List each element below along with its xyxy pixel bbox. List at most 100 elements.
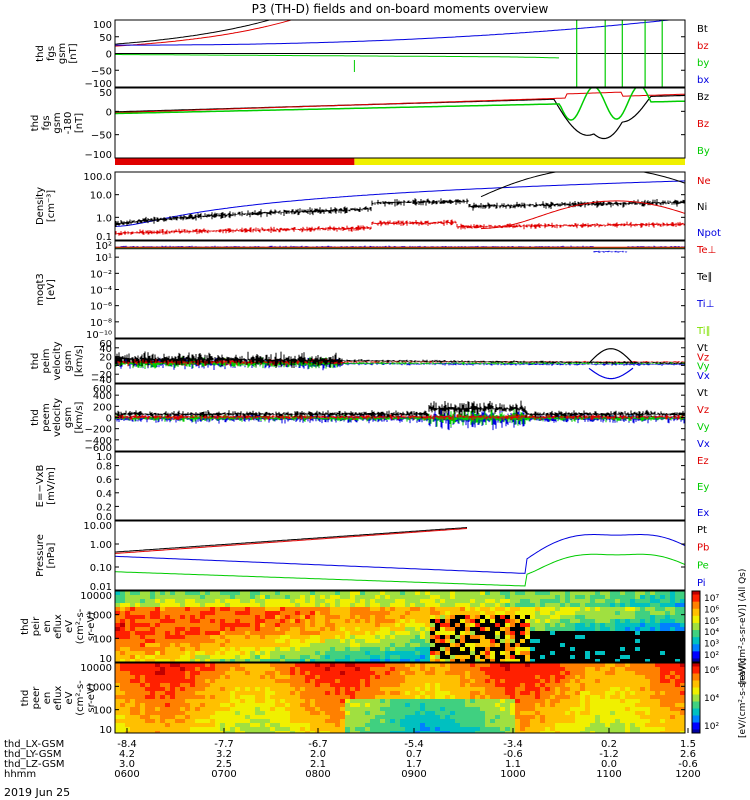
spectro-cell bbox=[575, 643, 581, 648]
spectro-cell bbox=[115, 711, 121, 716]
spectro-cell bbox=[385, 711, 391, 716]
spectro-cell bbox=[250, 731, 256, 733]
spectro-cell bbox=[440, 639, 446, 644]
spectro-cell bbox=[515, 591, 521, 596]
spectro-cell bbox=[180, 615, 186, 620]
colorbar-cell bbox=[692, 626, 700, 629]
spectro-cell bbox=[665, 631, 671, 636]
spectro-cell bbox=[195, 727, 201, 732]
spectro-cell bbox=[225, 603, 231, 608]
spectro-cell bbox=[320, 599, 326, 604]
spectro-cell bbox=[395, 599, 401, 604]
spectro-cell bbox=[290, 647, 296, 652]
spectro-cell bbox=[505, 703, 511, 708]
spectro-cell bbox=[535, 731, 541, 733]
spectro-cell bbox=[350, 643, 356, 648]
spectro-cell bbox=[595, 643, 601, 648]
spectro-cell bbox=[505, 655, 511, 660]
spectro-cell bbox=[545, 603, 551, 608]
spectro-cell bbox=[595, 627, 601, 632]
spectro-cell bbox=[590, 643, 596, 648]
spectro-cell bbox=[330, 631, 336, 636]
x-tick-label: 1200 bbox=[675, 769, 700, 780]
spectro-cell bbox=[530, 711, 536, 716]
spectro-cell bbox=[170, 667, 176, 672]
spectro-cell bbox=[560, 667, 566, 672]
spectro-cell bbox=[155, 631, 161, 636]
spectro-cell bbox=[580, 651, 586, 656]
spectro-cell bbox=[340, 643, 346, 648]
x-tick-label: 1.1 bbox=[505, 759, 521, 770]
spectro-cell bbox=[190, 703, 196, 708]
spectro-cell bbox=[540, 715, 546, 720]
spectro-cell bbox=[580, 639, 586, 644]
spectro-cell bbox=[595, 647, 601, 652]
spectro-cell bbox=[395, 611, 401, 616]
spectro-cell bbox=[260, 611, 266, 616]
spectro-cell bbox=[660, 731, 666, 733]
spectro-cell bbox=[500, 707, 506, 712]
colorbar-cell bbox=[692, 633, 700, 636]
spectro-cell bbox=[360, 627, 366, 632]
spectro-cell bbox=[225, 699, 231, 704]
spectro-cell bbox=[250, 723, 256, 728]
spectro-cell bbox=[495, 639, 501, 644]
spectro-cell bbox=[675, 631, 681, 636]
spectro-cell bbox=[250, 655, 256, 660]
spectro-cell bbox=[660, 699, 666, 704]
legend-ti∥: Ti∥ bbox=[696, 326, 711, 337]
spectro-cell bbox=[260, 655, 266, 660]
spectro-cell bbox=[485, 707, 491, 712]
legend-ne: Ne bbox=[697, 176, 711, 187]
legend-ez: Ez bbox=[697, 456, 709, 467]
spectro-cell bbox=[535, 607, 541, 612]
spectro-cell bbox=[460, 675, 466, 680]
y-tick-label: −400 bbox=[85, 436, 112, 447]
spectro-cell bbox=[665, 639, 671, 644]
spectro-cell bbox=[515, 711, 521, 716]
spectro-cell bbox=[125, 723, 131, 728]
spectro-cell bbox=[495, 615, 501, 620]
spectro-cell bbox=[525, 695, 531, 700]
spectro-cell bbox=[285, 707, 291, 712]
spectro-cell bbox=[450, 639, 456, 644]
spectro-cell bbox=[305, 703, 311, 708]
spectro-cell bbox=[190, 603, 196, 608]
spectro-cell bbox=[320, 667, 326, 672]
spectro-cell bbox=[640, 639, 646, 644]
spectro-cell bbox=[680, 623, 685, 628]
spectro-cell bbox=[335, 655, 341, 660]
spectro-cell bbox=[345, 631, 351, 636]
panel-frame bbox=[114, 87, 686, 159]
spectro-cell bbox=[675, 619, 681, 624]
spectro-cell bbox=[400, 727, 406, 732]
spectro-cell bbox=[610, 719, 616, 724]
spectro-cell bbox=[350, 671, 356, 676]
spectro-cell bbox=[220, 719, 226, 724]
spectro-cell bbox=[235, 659, 241, 662]
spectro-cell bbox=[185, 615, 191, 620]
spectro-cell bbox=[555, 719, 561, 724]
spectro-cell bbox=[120, 731, 126, 733]
spectro-cell bbox=[410, 711, 416, 716]
spectro-cell bbox=[340, 683, 346, 688]
spectro-cell bbox=[355, 655, 361, 660]
spectro-cell bbox=[560, 687, 566, 692]
spectro-cell bbox=[490, 603, 496, 608]
spectro-cell bbox=[415, 623, 421, 628]
spectro-cell bbox=[160, 607, 166, 612]
spectro-cell bbox=[540, 655, 546, 660]
spectro-cell bbox=[550, 651, 556, 656]
spectro-cell bbox=[615, 659, 621, 662]
spectro-cell bbox=[610, 695, 616, 700]
spectro-cell bbox=[480, 703, 486, 708]
spectro-cell bbox=[315, 655, 321, 660]
spectro-cell bbox=[180, 659, 186, 662]
spectro-cell bbox=[405, 667, 411, 672]
spectro-cell bbox=[640, 651, 646, 656]
spectro-cell bbox=[325, 591, 331, 596]
legend-vx: Vx bbox=[697, 371, 710, 382]
legend-vy: Vy bbox=[697, 422, 710, 433]
spectro-cell bbox=[495, 599, 501, 604]
colorbar-cell bbox=[692, 731, 700, 734]
